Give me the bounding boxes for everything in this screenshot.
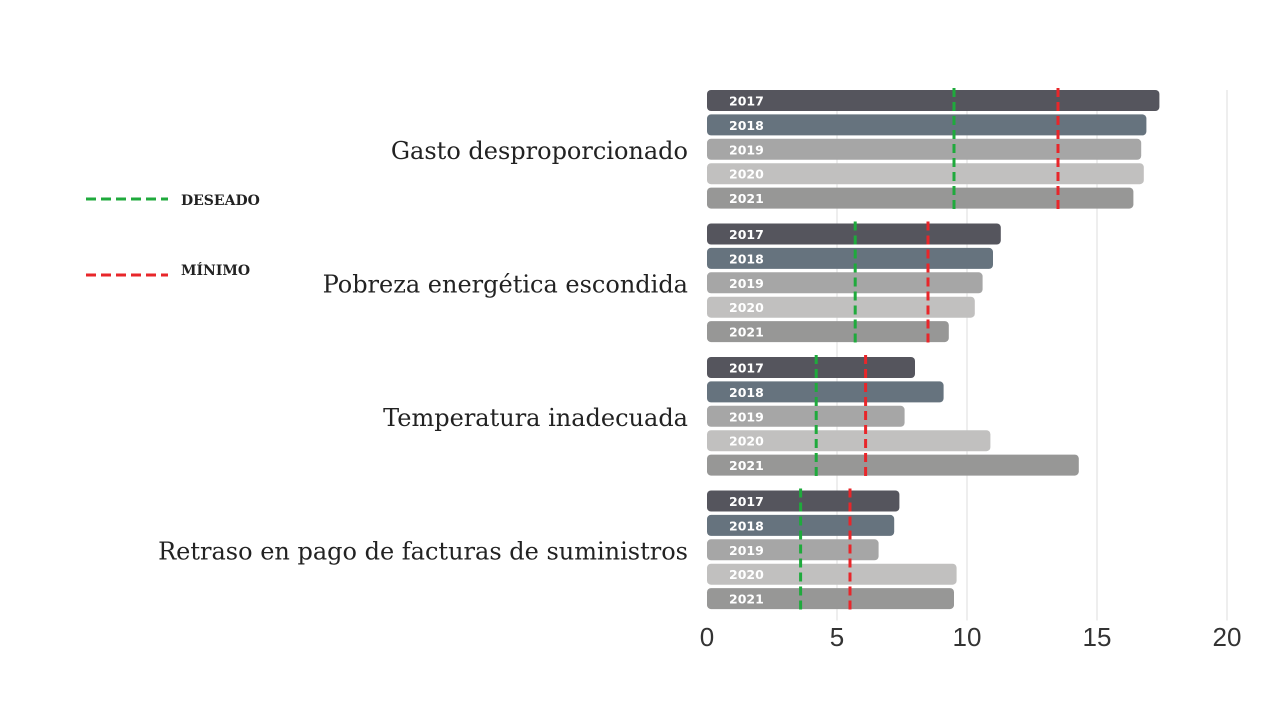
bar-2019 — [707, 539, 879, 561]
bar-2021 — [707, 321, 949, 343]
category-label: Temperatura inadecuada — [383, 404, 688, 432]
bar-2018 — [707, 247, 993, 269]
bar-year-label: 2017 — [729, 494, 764, 509]
x-tick-label: 15 — [1083, 622, 1112, 652]
bar-year-label: 2017 — [729, 227, 764, 242]
bar-2021 — [707, 187, 1134, 209]
bar-year-label: 2021 — [729, 458, 764, 473]
bar-year-label: 2020 — [729, 567, 764, 582]
bar-2020 — [707, 430, 991, 452]
bar-year-label: 2018 — [729, 251, 764, 266]
bar-2019 — [707, 272, 983, 294]
bar-year-label: 2019 — [729, 142, 764, 157]
bar-year-label: 2019 — [729, 409, 764, 424]
bar-2018 — [707, 114, 1147, 136]
bar-year-label: 2020 — [729, 434, 764, 449]
x-tick-label: 10 — [953, 622, 982, 652]
bar-2021 — [707, 454, 1079, 476]
x-tick-label: 5 — [830, 622, 844, 652]
x-tick-label: 20 — [1213, 622, 1242, 652]
bar-year-label: 2018 — [729, 385, 764, 400]
category-label: Retraso en pago de facturas de suministr… — [158, 538, 688, 566]
bar-2017 — [707, 90, 1160, 111]
bar-2020 — [707, 563, 957, 585]
bar-2019 — [707, 405, 905, 427]
category-label: Gasto desproporcionado — [391, 137, 688, 165]
category-label: Pobreza energética escondida — [323, 271, 688, 299]
legend-label: MÍNIMO — [181, 261, 250, 279]
bar-2020 — [707, 296, 975, 318]
bar-year-label: 2021 — [729, 325, 764, 340]
bar-year-label: 2020 — [729, 300, 764, 315]
bar-year-label: 2018 — [729, 118, 764, 133]
bar-year-label: 2019 — [729, 543, 764, 558]
bar-year-label: 2017 — [729, 94, 764, 109]
bar-year-label: 2021 — [729, 191, 764, 206]
bar-2020 — [707, 163, 1144, 185]
legend-label: DESEADO — [181, 193, 260, 209]
bar-2019 — [707, 138, 1142, 160]
x-tick-label: 0 — [700, 622, 714, 652]
bar-2021 — [707, 588, 954, 610]
bar-year-label: 2021 — [729, 592, 764, 607]
bar-year-label: 2020 — [729, 167, 764, 182]
bar-2017 — [707, 357, 915, 378]
bar-year-label: 2018 — [729, 518, 764, 533]
bar-year-label: 2017 — [729, 361, 764, 376]
bar-year-label: 2019 — [729, 276, 764, 291]
bar-2018 — [707, 381, 944, 403]
